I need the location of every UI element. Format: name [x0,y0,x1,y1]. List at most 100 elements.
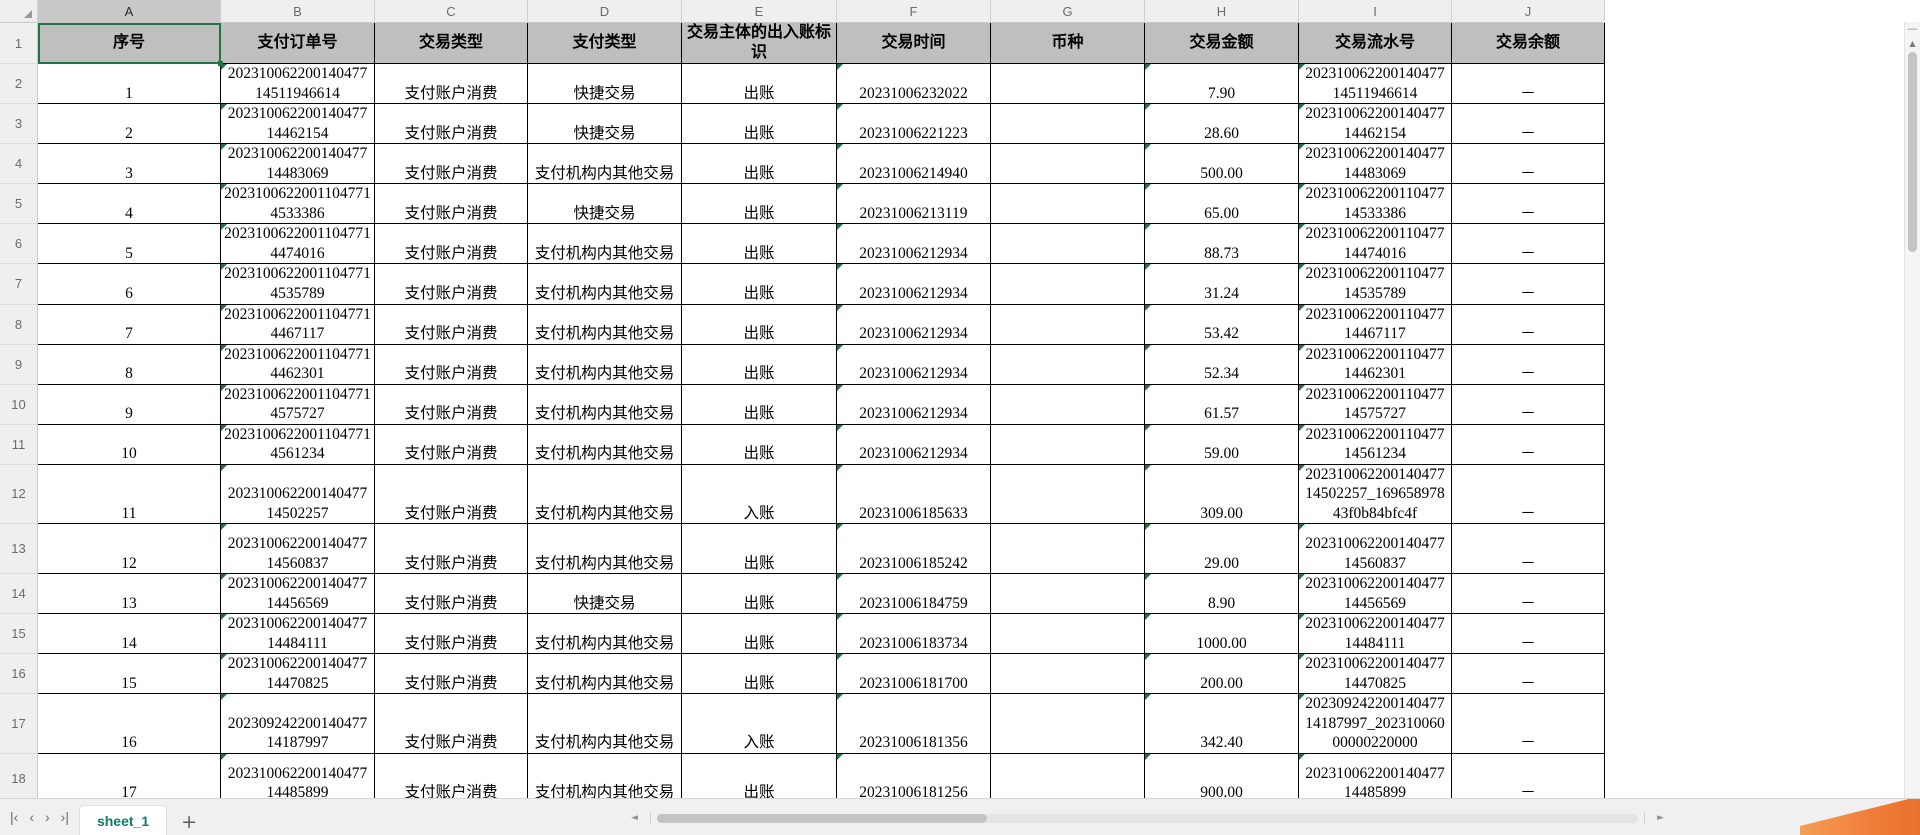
spreadsheet-grid-area[interactable]: A B C D E F G H I J 1 序号 支付订单号 交易类型 支付类型 交易主体的出入账标识 交易时间… [0,0,1920,798]
selection-fill-handle[interactable] [217,60,223,66]
column-header-J[interactable]: J [1451,0,1605,23]
cell-G8[interactable] [990,304,1145,345]
table-row[interactable]: 7 6 20231006220011047714535789 支付账户消费 支付机构内其… [0,263,1605,305]
cell-E6[interactable]: 出账 [681,223,837,265]
cell-G9[interactable] [990,344,1145,385]
cell-C11[interactable]: 支付账户消费 [374,424,528,465]
hscroll-thumb[interactable] [656,813,987,823]
cell-J5[interactable]: － [1451,183,1605,225]
table-row[interactable]: 10 9 20231006220011047714575727 支付账户消费 支付机构内… [0,384,1605,425]
cell-H11[interactable]: 59.00 [1144,424,1299,465]
cell-F10[interactable]: 20231006212934 [836,384,991,425]
cell-A3[interactable]: 2 [37,103,221,145]
hscroll-track[interactable] [656,813,1639,823]
cell-B16[interactable]: 20231006220014047714470825 [220,653,375,695]
cell-D15[interactable]: 支付机构内其他交易 [527,613,682,655]
cell-C16[interactable]: 支付账户消费 [374,653,528,695]
cell-C15[interactable]: 支付账户消费 [374,613,528,655]
cell-I4[interactable]: 20231006220014047714483069 [1298,143,1452,185]
row-number-10[interactable]: 10 [0,384,38,425]
cell-G16[interactable] [990,653,1145,695]
cell-B17[interactable]: 20230924220014047714187997 [220,693,375,754]
cell-F13[interactable]: 20231006185242 [836,523,991,575]
table-row[interactable]: 8 7 20231006220011047714467117 支付账户消费 支付机构内其… [0,304,1605,345]
column-title-D[interactable]: 支付类型 [527,22,682,65]
cell-J4[interactable]: － [1451,143,1605,185]
cell-J17[interactable]: － [1451,693,1605,754]
cell-G13[interactable] [990,523,1145,575]
cell-E7[interactable]: 出账 [681,263,837,305]
cell-J3[interactable]: － [1451,103,1605,145]
cell-B8[interactable]: 20231006220011047714467117 [220,304,375,345]
cell-C12[interactable]: 支付账户消费 [374,464,528,525]
cell-J12[interactable]: － [1451,464,1605,525]
cell-F14[interactable]: 20231006184759 [836,573,991,615]
table-row[interactable]: 17 16 20230924220014047714187997 支付账户消费 支付机构… [0,693,1605,754]
cell-B4[interactable]: 20231006220014047714483069 [220,143,375,185]
row-number-8[interactable]: 8 [0,304,38,345]
cell-D18[interactable]: 支付机构内其他交易 [527,753,682,798]
cell-I7[interactable]: 20231006220011047714535789 [1298,263,1452,305]
cell-D2[interactable]: 快捷交易 [527,63,682,105]
row-number-18[interactable]: 18 [0,753,38,798]
cell-A14[interactable]: 13 [37,573,221,615]
cell-J11[interactable]: － [1451,424,1605,465]
cell-E17[interactable]: 入账 [681,693,837,754]
table-row[interactable]: 18 17 20231006220014047714485899 支付账户消费 支付机构… [0,753,1605,798]
cell-E2[interactable]: 出账 [681,63,837,105]
row-number-4[interactable]: 4 [0,143,38,185]
cell-A12[interactable]: 11 [37,464,221,525]
cell-H9[interactable]: 52.34 [1144,344,1299,385]
column-header-D[interactable]: D [527,0,682,23]
cell-I5[interactable]: 20231006220011047714533386 [1298,183,1452,225]
row-number-2[interactable]: 2 [0,63,38,105]
cell-A10[interactable]: 9 [37,384,221,425]
cell-B14[interactable]: 20231006220014047714456569 [220,573,375,615]
cell-D17[interactable]: 支付机构内其他交易 [527,693,682,754]
cell-G5[interactable] [990,183,1145,225]
cell-I12[interactable]: 20231006220014047714502257_16965897843f0… [1298,464,1452,525]
cell-B10[interactable]: 20231006220011047714575727 [220,384,375,425]
column-title-I[interactable]: 交易流水号 [1298,22,1452,65]
cell-F12[interactable]: 20231006185633 [836,464,991,525]
row-number-17[interactable]: 17 [0,693,38,754]
cell-B9[interactable]: 20231006220011047714462301 [220,344,375,385]
cell-D7[interactable]: 支付机构内其他交易 [527,263,682,305]
cell-F8[interactable]: 20231006212934 [836,304,991,345]
cell-I8[interactable]: 20231006220011047714467117 [1298,304,1452,345]
cell-J9[interactable]: － [1451,344,1605,385]
cell-G12[interactable] [990,464,1145,525]
cell-F9[interactable]: 20231006212934 [836,344,991,385]
cell-A13[interactable]: 12 [37,523,221,575]
cell-H4[interactable]: 500.00 [1144,143,1299,185]
cell-D16[interactable]: 支付机构内其他交易 [527,653,682,695]
cell-A8[interactable]: 7 [37,304,221,345]
cell-J7[interactable]: － [1451,263,1605,305]
cell-H10[interactable]: 61.57 [1144,384,1299,425]
column-header-C[interactable]: C [374,0,528,23]
cell-D9[interactable]: 支付机构内其他交易 [527,344,682,385]
cell-I18[interactable]: 20231006220014047714485899 [1298,753,1452,798]
cell-C18[interactable]: 支付账户消费 [374,753,528,798]
cell-I9[interactable]: 20231006220011047714462301 [1298,344,1452,385]
cell-B5[interactable]: 20231006220011047714533386 [220,183,375,225]
table-row[interactable]: 4 3 20231006220014047714483069 支付账户消费 支付机构内其… [0,143,1605,185]
cell-J10[interactable]: － [1451,384,1605,425]
cell-G6[interactable] [990,223,1145,265]
cell-G2[interactable] [990,63,1145,105]
cell-G14[interactable] [990,573,1145,615]
table-row[interactable]: 11 10 20231006220011047714561234 支付账户消费 支付机构… [0,424,1605,465]
table-row[interactable]: 13 12 20231006220014047714560837 支付账户消费 支付机构… [0,523,1605,575]
cell-E5[interactable]: 出账 [681,183,837,225]
prev-sheet-icon[interactable]: ‹ [29,809,34,825]
cell-J15[interactable]: － [1451,613,1605,655]
cell-C14[interactable]: 支付账户消费 [374,573,528,615]
column-header-E[interactable]: E [681,0,837,23]
cell-C13[interactable]: 支付账户消费 [374,523,528,575]
cell-I16[interactable]: 20231006220014047714470825 [1298,653,1452,695]
cell-F2[interactable]: 20231006232022 [836,63,991,105]
cell-D5[interactable]: 快捷交易 [527,183,682,225]
table-row[interactable]: 14 13 20231006220014047714456569 支付账户消费 快捷交易… [0,573,1605,615]
cell-E9[interactable]: 出账 [681,344,837,385]
cell-A4[interactable]: 3 [37,143,221,185]
